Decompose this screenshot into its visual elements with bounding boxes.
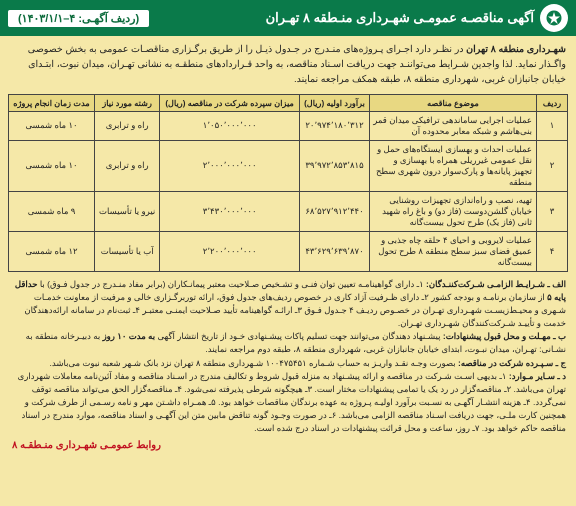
note-b-title: ب ـ مهـلت و محل قبول پیشنهادات:: [443, 331, 566, 341]
cell-duration: ۹ ماه شمسی: [9, 191, 95, 231]
table-row: ۱عملیات اجرایی ساماندهی ترافیکی میدان قم…: [9, 111, 568, 140]
col-subject: موضوع مناقصه: [370, 94, 537, 111]
note-a-body2: از سازمان برنامـه و بودجه کشور ۲ـ دارای …: [24, 292, 566, 328]
note-a-title: الف ـ شـرایـط الزامـی شـرکت‌کننـدگان:: [426, 279, 566, 289]
intro-lead: شهـرداری منطقه ۸ تهران: [466, 44, 566, 55]
col-estimate: برآورد اولیه (ریال): [300, 94, 370, 111]
header-bar: آگهی مناقصـه عمومـی شهـرداری منـطقه ۸ ته…: [0, 0, 576, 36]
cell-n: ۴: [537, 231, 568, 271]
cell-duration: ۱۲ ماه شمسی: [9, 231, 95, 271]
col-field: رشته مورد نیاز: [95, 94, 160, 111]
notes-section: الف ـ شـرایـط الزامـی شـرکت‌کننـدگان: ۱ـ…: [0, 276, 576, 440]
col-duration: مدت زمان انجام پروژه: [9, 94, 95, 111]
cell-duration: ۱۰ ماه شمسی: [9, 140, 95, 191]
note-d-title: د ـ سـایر مـوارد:: [509, 371, 566, 381]
cell-subject: تهیه، نصب و راه‌اندازی تجهیزات روشنایی خ…: [370, 191, 537, 231]
ref-badge: (ردیف آگهـی: ۴–۱۴۰۳/۱/۱): [8, 10, 149, 27]
cell-n: ۱: [537, 111, 568, 140]
table-header-row: ردیف موضوع مناقصه برآورد اولیه (ریال) می…: [9, 94, 568, 111]
cell-field: آب یا تأسیسات: [95, 231, 160, 271]
cell-field: راه و ترابری: [95, 140, 160, 191]
header-left: آگهی مناقصـه عمومـی شهـرداری منـطقه ۸ ته…: [266, 4, 568, 32]
cell-subject: عملیات احداث و بهسازی ایستگاه‌های حمل و …: [370, 140, 537, 191]
cell-field: راه و ترابری: [95, 111, 160, 140]
cell-duration: ۱۰ ماه شمسی: [9, 111, 95, 140]
intro-text: شهـرداری منطقه ۸ تهران در نظـر دارد اجـر…: [0, 36, 576, 92]
cell-n: ۳: [537, 191, 568, 231]
cell-deposit: ۳٬۴۳۰٬۰۰۰٬۰۰۰: [160, 191, 300, 231]
tender-table: ردیف موضوع مناقصه برآورد اولیه (ریال) می…: [8, 94, 568, 272]
col-deposit: میزان سپرده شرکت در مناقصه (ریال): [160, 94, 300, 111]
cell-estimate: ۶۸٬۵۲۷٬۹۱۲٬۴۴۰: [300, 191, 370, 231]
cell-subject: عملیات لایروبی و احیای ۴ حلقه چاه جذبی و…: [370, 231, 537, 271]
cell-subject: عملیات اجرایی ساماندهی ترافیکی میدان قمر…: [370, 111, 537, 140]
cell-field: نیرو یا تأسیسات: [95, 191, 160, 231]
cell-estimate: ۳۹٬۹۷۲٬۸۵۳٬۸۱۵: [300, 140, 370, 191]
cell-n: ۲: [537, 140, 568, 191]
table-row: ۲عملیات احداث و بهسازی ایستگاه‌های حمل و…: [9, 140, 568, 191]
cell-estimate: ۴۳٬۶۲۹٬۶۳۹٬۸۷۰: [300, 231, 370, 271]
header-title: آگهی مناقصـه عمومـی شهـرداری منـطقه ۸ ته…: [266, 10, 534, 26]
note-b-body: پیشـنهاد دهندگان می‌توانند جهت تسلیم پاک…: [155, 331, 443, 341]
table-row: ۴عملیات لایروبی و احیای ۴ حلقه چاه جذبی …: [9, 231, 568, 271]
note-a-body: ۱ـ دارای گواهینامـه تعیین توان فنـی و تش…: [37, 279, 426, 289]
note-c-body: بصورت وجـه نقـد واریـز به حساب شـماره ۱۰…: [50, 358, 458, 368]
cell-deposit: ۲٬۲۰۰٬۰۰۰٬۰۰۰: [160, 231, 300, 271]
note-c-title: ج ـ سـپـرده شرکت در مناقصه:: [458, 358, 566, 368]
note-b-deadline: به مدت ۱۰ روز: [103, 331, 156, 341]
tehran-logo-icon: [540, 4, 568, 32]
cell-estimate: ۲۰٬۹۷۴٬۱۸۰٬۳۱۲: [300, 111, 370, 140]
note-d-body: ۱ـ بدیهی اسـت شـرکت در مناقصه و ارائه پی…: [18, 371, 566, 434]
footer-link: روابط عمومـی شهـرداری منـطقـه ۸: [0, 440, 576, 455]
cell-deposit: ۱٬۰۵۰٬۰۰۰٬۰۰۰: [160, 111, 300, 140]
table-row: ۳تهیه، نصب و راه‌اندازی تجهیزات روشنایی …: [9, 191, 568, 231]
cell-deposit: ۲٬۰۰۰٬۰۰۰٬۰۰۰: [160, 140, 300, 191]
col-n: ردیف: [537, 94, 568, 111]
